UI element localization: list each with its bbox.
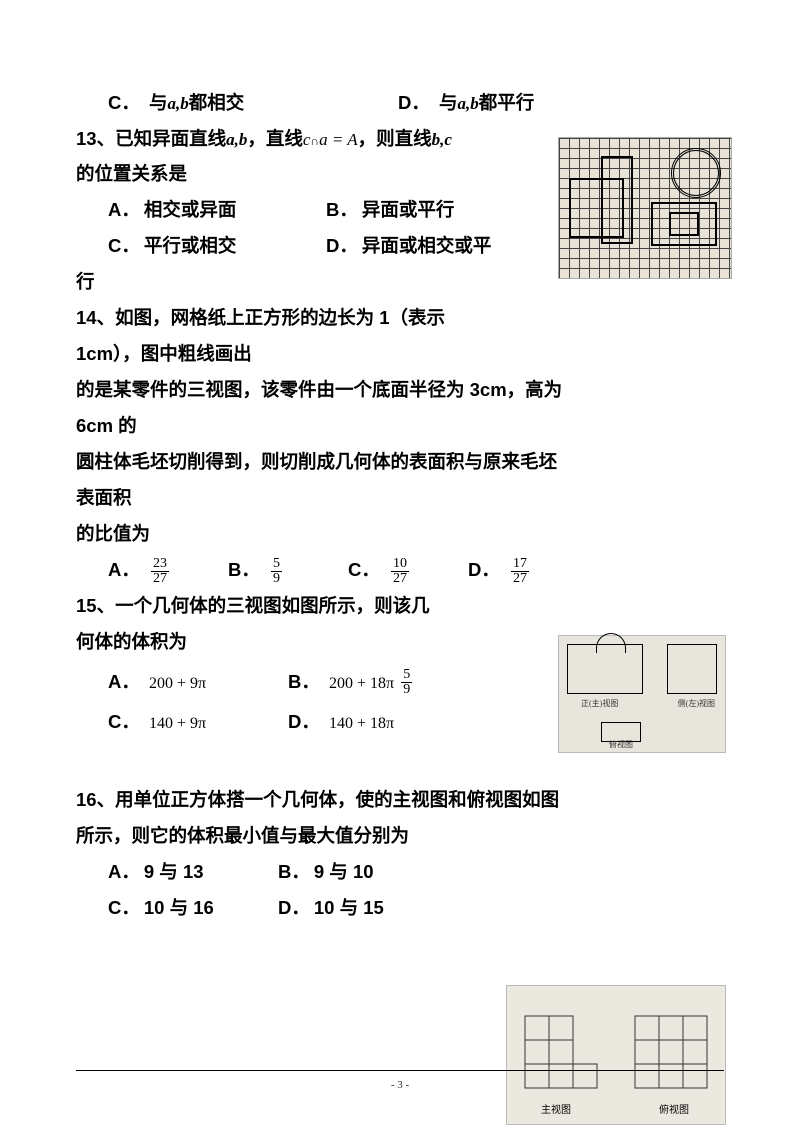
q14-l1-text: 如图，网格纸上正方形的边长为 1（表示	[115, 300, 445, 335]
q13-a-text: 相交或异面	[144, 199, 237, 220]
q12-d-math: a,b	[458, 94, 479, 113]
q14-l4: 6cm 的	[76, 408, 724, 444]
q16-c-text: 10 与 16	[144, 897, 214, 918]
q16-fig-lbl-top: 俯视图	[659, 1101, 689, 1120]
q16-a-label: A．	[108, 861, 140, 882]
q15-figure: 正(主)视图 侧(左)视图 俯视图	[558, 635, 726, 753]
q14-c-label: C．	[348, 559, 380, 580]
q16-l1: 16、 用单位正方体搭一个几何体，使的主视图和俯视图如图	[76, 782, 724, 818]
q14-a-frac: 2327	[151, 557, 169, 586]
q13-d-text: 异面或相交或平	[362, 235, 492, 256]
page-footer: - 3 -	[76, 1070, 724, 1096]
q13-c-text: 平行或相交	[144, 235, 237, 256]
q14-l7: 的比值为	[76, 516, 724, 552]
q15-b-math: 200 + 18π	[329, 675, 394, 692]
q15-fig-lbl-side: 侧(左)视图	[678, 696, 715, 711]
q15-fig-lbl-top: 俯视图	[609, 737, 633, 752]
q13-math3: b,c	[432, 124, 452, 156]
q16-a-text: 9 与 13	[144, 861, 204, 882]
q13-stem-post: 的位置关系是	[76, 156, 187, 191]
q14-l1: 14、 如图，网格纸上正方形的边长为 1（表示	[76, 300, 724, 336]
q16-l1-text: 用单位正方体搭一个几何体，使的主视图和俯视图如图	[115, 782, 559, 817]
q13-b-label: B．	[326, 199, 358, 220]
q14-l3-text: 的是某零件的三视图，该零件由一个底面半径为 3cm，高为	[76, 372, 562, 407]
q15-d-math: 140 + 18π	[329, 715, 394, 732]
q14-a-label: A．	[108, 559, 140, 580]
q16-opts-ab: A．9 与 13 B．9 与 10	[76, 854, 724, 890]
q13-b-text: 异面或平行	[362, 199, 455, 220]
q14-l2-text: 1cm），图中粗线画出	[76, 336, 252, 371]
q16-l2: 所示，则它的体积最小值与最大值分别为	[76, 818, 724, 854]
q15-fig-lbl-front: 正(主)视图	[581, 696, 618, 711]
q12-c-pre: 与	[149, 92, 168, 113]
q15-l2-text: 何体的体积为	[76, 624, 187, 659]
q13-stem-mid2: ，则直线	[358, 121, 432, 156]
q14-l4-text: 6cm 的	[76, 408, 137, 443]
q14-l7-text: 的比值为	[76, 516, 150, 551]
q16-number: 16、	[76, 782, 115, 817]
q12-c-label: C．	[108, 92, 140, 113]
q16-svg	[507, 986, 727, 1126]
q16-b-text: 9 与 10	[314, 861, 374, 882]
q15-a-label: A．	[108, 671, 140, 692]
q14-l5: 圆柱体毛坯切削得到，则切削成几何体的表面积与原来毛坯	[76, 444, 724, 480]
q16-b-label: B．	[278, 861, 310, 882]
q16-d-label: D．	[278, 897, 310, 918]
q14-l6: 表面积	[76, 480, 724, 516]
q13-c-label: C．	[108, 235, 140, 256]
q14-b-frac: 59	[271, 557, 282, 586]
q15-c-label: C．	[108, 711, 140, 732]
q12-d-post: 都平行	[479, 92, 535, 113]
q13-a-label: A．	[108, 199, 140, 220]
q14-options: A． 2327 B． 59 C． 1027 D． 1727	[76, 552, 724, 588]
q15-c-math: 140 + 9π	[149, 715, 206, 732]
q14-l2: 1cm），图中粗线画出	[76, 336, 724, 372]
q15-d-label: D．	[288, 711, 320, 732]
q13-d-cont-text: 行	[76, 264, 95, 299]
q14-l6-text: 表面积	[76, 480, 132, 515]
q15-a-math: 200 + 9π	[149, 675, 206, 692]
q15-number: 15、	[76, 588, 115, 623]
q16-c-label: C．	[108, 897, 140, 918]
q13-math2-op: ∩	[310, 134, 319, 148]
q12-c-post: 都相交	[189, 92, 245, 113]
q16-opts-cd: C．10 与 16 D．10 与 15	[76, 890, 724, 926]
q16-figure: 主视图 俯视图	[506, 985, 726, 1125]
q12-d-label: D．	[398, 92, 430, 113]
q16-fig-lbl-front: 主视图	[541, 1101, 571, 1120]
page-number: - 3 -	[391, 1079, 409, 1091]
q13-d-label: D．	[326, 235, 358, 256]
q15-b-frac: 59	[401, 668, 412, 697]
q13-math2-post: a = A	[319, 130, 358, 149]
q15-l1: 15、 一个几何体的三视图如图所示，则该几	[76, 588, 724, 624]
q14-l3: 的是某零件的三视图，该零件由一个底面半径为 3cm，高为	[76, 372, 724, 408]
q12-options-cd: C． 与a,b都相交 D． 与a,b都平行	[76, 85, 724, 121]
q14-number: 14、	[76, 300, 115, 335]
q15-b-label: B．	[288, 671, 320, 692]
q14-d-frac: 1727	[511, 557, 529, 586]
q14-figure	[558, 137, 732, 279]
q14-l5-text: 圆柱体毛坯切削得到，则切削成几何体的表面积与原来毛坯	[76, 444, 557, 479]
q16-d-text: 10 与 15	[314, 897, 384, 918]
q14-c-frac: 1027	[391, 557, 409, 586]
q15-l1-text: 一个几何体的三视图如图所示，则该几	[115, 588, 430, 623]
q13-stem-mid: ，直线	[247, 121, 303, 156]
q13-stem-pre: 已知异面直线	[115, 121, 226, 156]
q14-d-label: D．	[468, 559, 500, 580]
q16-l2-text: 所示，则它的体积最小值与最大值分别为	[76, 818, 409, 853]
q14-b-label: B．	[228, 559, 260, 580]
q13-number: 13、	[76, 121, 115, 156]
q12-c-math: a,b	[168, 94, 189, 113]
q13-math1: a,b	[226, 124, 247, 156]
q12-d-pre: 与	[439, 92, 458, 113]
